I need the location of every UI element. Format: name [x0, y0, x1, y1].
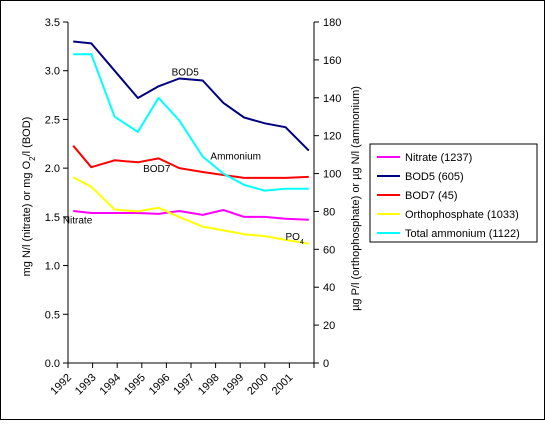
y-left-tick-label: 0.5	[45, 309, 60, 321]
y-left-tick-label: 2.0	[45, 163, 60, 175]
legend-label-4: Orthophosphate (1033)	[405, 209, 519, 221]
y-left-tick-label: 1.5	[45, 212, 60, 224]
legend-label-5: Total ammonium (1122)	[405, 228, 520, 240]
y-right-axis-label: µg P/l (orthophosphate) or µg N/l (ammon…	[350, 86, 362, 311]
annotation-bod5: BOD5	[172, 68, 200, 79]
legend-box	[369, 143, 538, 243]
y-left-tick-label: 0.0	[45, 358, 60, 370]
series-line-3	[72, 145, 309, 179]
annotation-layer: BOD5 Ammonium BOD7 Nitrate PO4	[63, 68, 304, 246]
annotation-bod7: BOD7	[143, 164, 171, 175]
series-line-4	[72, 176, 309, 245]
annotation-ammonium: Ammonium	[210, 151, 261, 162]
y-left-tick-label: 2.5	[45, 114, 60, 126]
y-right-tick-label: 60	[323, 244, 335, 256]
y-right-tick-label: 80	[323, 206, 335, 218]
y-right-tick-label: 20	[323, 320, 335, 332]
y-right-tick-label: 140	[323, 93, 341, 105]
y-right-tick-label: 100	[323, 169, 341, 181]
y-left-tick-label: 3.0	[45, 66, 60, 78]
y-right-tick-label: 160	[323, 55, 341, 67]
legend-label-2: BOD5 (605)	[405, 171, 464, 183]
y-right-tick-label: 120	[323, 131, 341, 143]
y-right-tick-label: 180	[323, 17, 341, 29]
series-layer	[72, 40, 310, 245]
legend-label-1: Nitrate (1237)	[405, 152, 472, 164]
y-left-axis-label: mg N/l (nitrate) or mg O2/l (BOD)	[21, 117, 37, 277]
y-right-tick-label: 40	[323, 282, 335, 294]
series-line-2	[73, 40, 310, 152]
annotation-nitrate: Nitrate	[63, 216, 93, 227]
series-line-1	[73, 209, 309, 221]
y-right-tick-label: 0	[323, 358, 329, 370]
series-line-5	[73, 53, 309, 192]
legend: Nitrate (1237) BOD5 (605) BOD7 (45) Orthoph…	[369, 143, 538, 243]
y-left-tick-label: 3.5	[45, 17, 60, 29]
legend-label-3: BOD7 (45)	[405, 190, 458, 202]
y-left-tick-label: 1.0	[45, 261, 60, 273]
annotation-po4: PO4	[286, 232, 304, 246]
